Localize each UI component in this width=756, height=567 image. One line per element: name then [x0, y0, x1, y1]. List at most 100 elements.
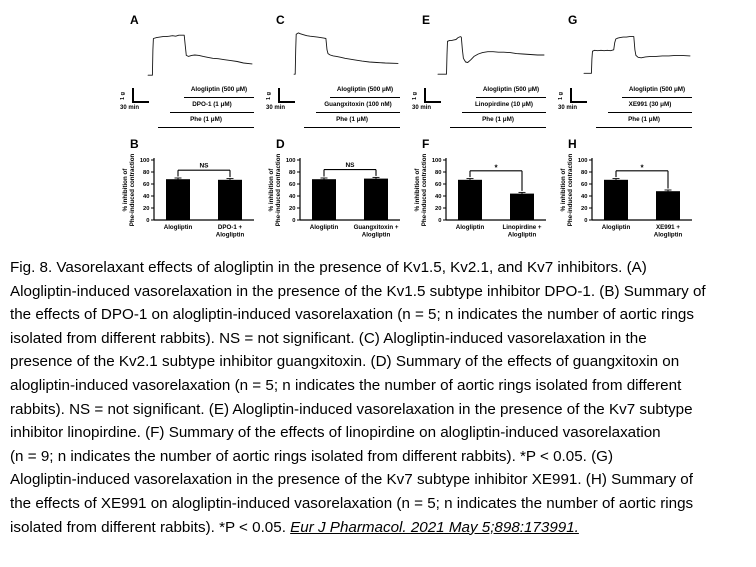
figure-8: A 1 g 30 min Alogliptin (500 μM) DPO-1 (… [118, 14, 702, 256]
drug-label: Phe (1 μM) [482, 116, 514, 123]
svg-text:Phe-induced contraction: Phe-induced contraction [567, 154, 574, 227]
svg-text:80: 80 [143, 170, 149, 176]
scale-vertical-label: 1 g [411, 92, 418, 100]
caption-line: presence of the Kv2.1 subtype inhibitor … [10, 353, 680, 371]
scale-horizontal-line [278, 101, 295, 103]
svg-text:Phe-induced contraction: Phe-induced contraction [129, 154, 136, 227]
svg-text:Alogliptin: Alogliptin [310, 224, 339, 231]
drug-line-inhibitor: DPO-1 (1 μM) [170, 98, 254, 113]
figure-column-ef: E 1 g 30 min Alogliptin (500 μM) Linopir… [410, 14, 556, 256]
figure-caption: Fig. 8. Vasorelaxant effects of aloglipt… [10, 256, 754, 539]
scale-vertical-line [570, 88, 572, 101]
svg-text:NS: NS [345, 162, 355, 169]
bar-chart-h: % inhibition of Phe-induced contraction 0 2… [560, 154, 692, 239]
drug-line-inhibitor: Linopirdine (10 μM) [462, 98, 546, 113]
scale-horizontal-line [132, 101, 149, 103]
bar-chart-d: % inhibition of Phe-induced contraction 0 2… [268, 154, 400, 239]
caption-line: (n = 9; n indicates the number of aortic… [10, 447, 614, 465]
scale-vertical-line [278, 88, 280, 101]
caption-line: the effects of XE991 on alogliptin-induc… [10, 494, 694, 512]
drug-line-inhibitor: Guangxitoxin (100 nM) [316, 98, 400, 113]
scale-vertical-label: 1 g [557, 92, 564, 100]
svg-text:Guangxitoxin +: Guangxitoxin + [354, 224, 399, 231]
svg-text:100: 100 [578, 158, 588, 164]
scale-vertical-label: 1 g [119, 92, 126, 100]
scale-horizontal-label: 30 min [120, 105, 140, 111]
svg-text:% inhibition of: % inhibition of [268, 168, 275, 212]
bar-chart-b: % inhibition of Phe-induced contraction 0 2… [122, 154, 254, 239]
drug-label: DPO-1 (1 μM) [192, 101, 232, 108]
svg-text:0: 0 [584, 218, 587, 224]
svg-text:NS: NS [199, 163, 209, 170]
caption-line: the effects of DPO-1 on alogliptin-induc… [10, 306, 694, 324]
caption-line: inhibitor linopirdine. (F) Summary of th… [10, 424, 661, 442]
svg-text:Phe-induced contraction: Phe-induced contraction [421, 154, 428, 227]
caption-body: Fig. 8. Vasorelaxant effects of aloglipt… [10, 256, 754, 516]
caption-line: Alogliptin-induced vasorelaxation in the… [10, 282, 706, 300]
caption-line: Fig. 8. Vasorelaxant effects of aloglipt… [10, 259, 647, 276]
panel-label-d: D [276, 137, 285, 151]
svg-text:100: 100 [286, 158, 296, 164]
svg-text:XE991 +: XE991 + [656, 224, 680, 231]
trace-annotations-e: 1 g 30 min Alogliptin (500 μM) Linopirdi… [410, 82, 556, 134]
tension-trace-e [437, 36, 545, 75]
scale-vertical-label: 1 g [265, 92, 272, 100]
svg-text:% inhibition of: % inhibition of [122, 168, 129, 212]
drug-line-phe: Phe (1 μM) [158, 113, 254, 128]
svg-text:*: * [640, 163, 644, 172]
svg-text:100: 100 [140, 158, 150, 164]
svg-text:% inhibition of: % inhibition of [560, 168, 567, 212]
drug-application-lines: Alogliptin (500 μM) Linopirdine (10 μM) … [446, 82, 546, 134]
scale-vertical-line [132, 88, 134, 101]
trace-annotations-a: 1 g 30 min Alogliptin (500 μM) DPO-1 (1 … [118, 82, 264, 134]
svg-text:Alogliptin: Alogliptin [216, 232, 245, 239]
svg-text:20: 20 [143, 206, 149, 212]
panel-label-e: E [422, 13, 431, 27]
drug-line-phe: Phe (1 μM) [596, 113, 692, 128]
trace-annotations-c: 1 g 30 min Alogliptin (500 μM) Guangxito… [264, 82, 410, 134]
svg-text:40: 40 [581, 194, 587, 200]
scale-horizontal-line [570, 101, 587, 103]
drug-label: Phe (1 μM) [628, 116, 660, 123]
svg-text:40: 40 [143, 194, 149, 200]
scale-vertical-line [424, 88, 426, 101]
svg-text:Alogliptin: Alogliptin [508, 232, 537, 239]
caption-last-line: isolated from different rabbits). *P < 0… [10, 516, 754, 540]
caption-text: isolated from different rabbits). *P < 0… [10, 518, 291, 536]
svg-text:40: 40 [289, 194, 295, 200]
svg-text:60: 60 [289, 182, 295, 188]
scale-horizontal-label: 30 min [412, 105, 432, 111]
svg-text:100: 100 [432, 158, 442, 164]
figure-column-gh: G 1 g 30 min Alogliptin (500 μM) XE991 (… [556, 14, 702, 256]
drug-label: Linopirdine (10 μM) [474, 101, 534, 108]
tension-trace-g [583, 36, 691, 74]
svg-text:20: 20 [581, 206, 587, 212]
caption-line: rabbits). NS = not significant. (E) Alog… [10, 400, 693, 418]
svg-text:60: 60 [143, 182, 149, 188]
svg-text:Alogliptin: Alogliptin [164, 224, 193, 231]
svg-text:0: 0 [146, 218, 149, 224]
svg-text:*: * [494, 163, 498, 172]
panel-label-a: A [130, 13, 139, 27]
drug-application-lines: Alogliptin (500 μM) XE991 (30 μM) Phe (1… [592, 82, 692, 134]
svg-text:80: 80 [435, 170, 441, 176]
drug-application-lines: Alogliptin (500 μM) DPO-1 (1 μM) Phe (1 … [154, 82, 254, 134]
svg-text:80: 80 [581, 170, 587, 176]
svg-text:40: 40 [435, 194, 441, 200]
svg-text:0: 0 [438, 218, 441, 224]
drug-line-phe: Phe (1 μM) [450, 113, 546, 128]
drug-line-phe: Phe (1 μM) [304, 113, 400, 128]
drug-line-alogliptin: Alogliptin (500 μM) [184, 83, 254, 98]
trace-annotations-g: 1 g 30 min Alogliptin (500 μM) XE991 (30… [556, 82, 702, 134]
panel-label-h: H [568, 137, 577, 151]
bar-chart-f: % inhibition of Phe-induced contraction 0 2… [414, 154, 546, 239]
drug-label: Alogliptin (500 μM) [190, 86, 248, 93]
drug-line-alogliptin: Alogliptin (500 μM) [622, 83, 692, 98]
scale-bar: 1 g 30 min [410, 82, 446, 132]
journal-citation-link[interactable]: Eur J Pharmacol. 2021 May 5;898:173991. [290, 518, 579, 536]
scale-horizontal-label: 30 min [558, 105, 578, 111]
svg-text:20: 20 [435, 206, 441, 212]
tension-trace-c [293, 32, 399, 75]
figure-column-ab: A 1 g 30 min Alogliptin (500 μM) DPO-1 (… [118, 14, 264, 256]
